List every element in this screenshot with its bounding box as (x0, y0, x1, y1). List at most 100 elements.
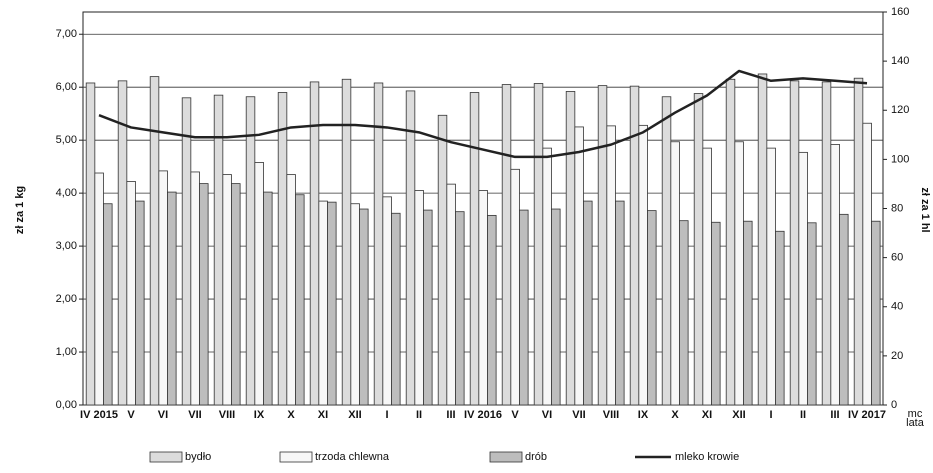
bar (213, 94, 224, 406)
x-tick-label: VI (158, 409, 168, 421)
bar (181, 97, 192, 406)
bar (277, 92, 288, 406)
x-tick-label: VII (188, 409, 201, 421)
bar (350, 203, 360, 406)
bar (318, 200, 328, 406)
y-tick-label: 5,00 (56, 134, 77, 146)
y2-tick-label: 20 (891, 350, 903, 362)
x-tick-label: IV 2016 (464, 409, 502, 421)
bar (725, 78, 736, 406)
x-tick-label: I (385, 409, 388, 421)
y-tick-label: 2,00 (56, 293, 77, 305)
y-axis-label: zł za 1 kg (14, 186, 26, 234)
y2-tick-label: 40 (891, 301, 903, 313)
bar (597, 85, 608, 406)
x-tick-label: VIII (603, 409, 620, 421)
x-tick-label: XI (318, 409, 328, 421)
bar (615, 200, 625, 406)
bar (117, 80, 128, 406)
y-tick-label: 1,00 (56, 346, 77, 358)
bar (583, 200, 593, 406)
y2-tick-label: 120 (891, 104, 909, 116)
bar (519, 209, 529, 406)
y2-tick-label: 100 (891, 153, 909, 165)
bar (661, 96, 672, 406)
x-tick-label: I (769, 409, 772, 421)
bar (135, 200, 145, 406)
legend-swatch (279, 451, 313, 463)
y2-axis-label: zł za 1 hl (919, 187, 931, 232)
bar (199, 183, 209, 406)
x-tick-label: VIII (219, 409, 236, 421)
bar (551, 208, 561, 406)
x-tick-label: III (830, 409, 839, 421)
bar (373, 82, 384, 406)
y2-tick-label: 140 (891, 55, 909, 67)
y-tick-label: 6,00 (56, 81, 77, 93)
bar (359, 208, 369, 406)
x-tick-label: IX (638, 409, 649, 421)
y2-tick-label: 60 (891, 252, 903, 264)
y-tick-label: 3,00 (56, 240, 77, 252)
bar (286, 174, 296, 406)
legend-label: drób (525, 451, 547, 463)
bar (469, 92, 480, 406)
x-tick-label: XI (702, 409, 712, 421)
bar (405, 90, 416, 406)
bar (94, 172, 104, 406)
bar (533, 83, 544, 406)
bar (423, 209, 433, 406)
x-tick-label: VII (572, 409, 585, 421)
legend-swatch (149, 451, 183, 463)
x-tick-label: V (511, 409, 519, 421)
x-tick-label: V (127, 409, 135, 421)
bar (327, 201, 337, 406)
bar (565, 91, 576, 406)
bar (542, 147, 552, 406)
bar (254, 162, 264, 406)
bar (487, 214, 497, 406)
bar (478, 190, 488, 406)
x-tick-label: X (287, 409, 295, 421)
bar (693, 93, 704, 406)
bar (734, 141, 744, 406)
bar (743, 220, 753, 406)
bar (167, 191, 177, 406)
bar (711, 221, 721, 406)
bar (839, 213, 849, 406)
bar (263, 191, 273, 406)
x-tick-label: XII (732, 409, 745, 421)
bar (702, 147, 712, 406)
y-tick-label: 4,00 (56, 187, 77, 199)
bar (295, 194, 305, 406)
bar (757, 73, 768, 406)
bar (670, 141, 680, 406)
bar (158, 170, 168, 406)
x-axis-label: lata (906, 417, 925, 429)
bar (766, 147, 776, 406)
bar (455, 211, 465, 406)
bar (437, 114, 448, 406)
x-tick-label: X (671, 409, 679, 421)
x-tick-label: IX (254, 409, 265, 421)
y2-tick-label: 160 (891, 6, 909, 18)
legend-label: mleko krowie (675, 451, 739, 463)
bar (871, 220, 881, 406)
bar (382, 196, 392, 406)
bar (830, 144, 840, 406)
bar (309, 81, 320, 406)
bar (798, 151, 808, 406)
bar (862, 122, 872, 406)
y-tick-label: 7,00 (56, 28, 77, 40)
bar (231, 183, 241, 406)
bar (789, 80, 800, 406)
bar (245, 96, 256, 406)
bar (103, 203, 113, 406)
bar (126, 181, 136, 406)
bar (510, 168, 520, 406)
bar (853, 77, 864, 406)
bar (446, 183, 456, 406)
x-tick-label: XII (348, 409, 361, 421)
x-tick-label: IV 2015 (80, 409, 118, 421)
